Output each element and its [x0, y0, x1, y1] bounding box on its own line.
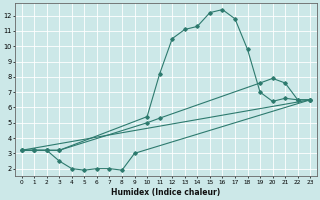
X-axis label: Humidex (Indice chaleur): Humidex (Indice chaleur)	[111, 188, 220, 197]
